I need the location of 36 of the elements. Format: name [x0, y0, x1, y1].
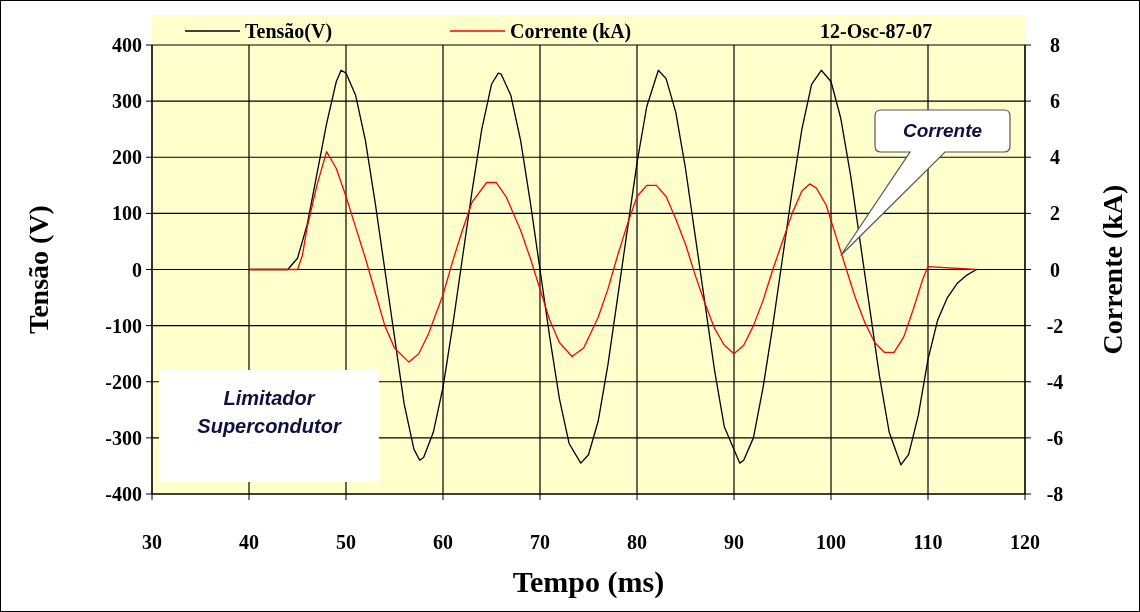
x-tick-label: 110 — [913, 531, 943, 553]
y2-tick-label: -8 — [1046, 483, 1064, 505]
y-tick-label: 200 — [112, 146, 142, 169]
y2-tick-label: 0 — [1050, 258, 1060, 281]
y-tick-label: -400 — [105, 483, 142, 505]
y2-tick-label: 4 — [1050, 146, 1060, 169]
x-tick-label: 100 — [816, 531, 846, 553]
y2-axis-title: Corrente (kA) — [1097, 184, 1128, 355]
x-tick-label: 120 — [1010, 531, 1040, 553]
y2-tick-label: -6 — [1046, 426, 1064, 449]
legend-label: Corrente (kA) — [510, 20, 632, 43]
legend-label: Tensão(V) — [245, 20, 333, 43]
text: 12-Osc-87-07 — [820, 20, 933, 42]
x-tick-label: 30 — [142, 531, 162, 553]
x-tick-label: 80 — [627, 531, 647, 553]
y-tick-label: 100 — [112, 202, 142, 225]
y-tick-label: 0 — [132, 258, 142, 281]
x-tick-label: 60 — [433, 531, 453, 553]
x-tick-label: 50 — [336, 531, 356, 553]
y2-tick-label: -4 — [1046, 370, 1064, 393]
y-tick-label: 300 — [112, 90, 142, 113]
y-tick-label: -200 — [105, 370, 142, 393]
y-tick-label: -100 — [105, 314, 142, 337]
y2-tick-label: 8 — [1050, 34, 1060, 56]
annotation: Limitador Supercondutor — [197, 387, 342, 437]
y-axis-title: Tensão (V) — [23, 205, 54, 334]
annotation: Corrente — [902, 120, 983, 141]
y-tick-label: -300 — [105, 426, 142, 449]
y2-tick-label: 2 — [1050, 202, 1060, 225]
x-axis-title: Tempo (ms) — [512, 565, 665, 599]
y2-tick-label: 6 — [1050, 90, 1060, 113]
x-tick-label: 90 — [724, 531, 744, 553]
y-tick-label: 400 — [112, 34, 142, 56]
x-tick-label: 40 — [239, 531, 259, 553]
y2-tick-label: -2 — [1046, 314, 1064, 337]
x-tick-label: 70 — [530, 531, 550, 553]
